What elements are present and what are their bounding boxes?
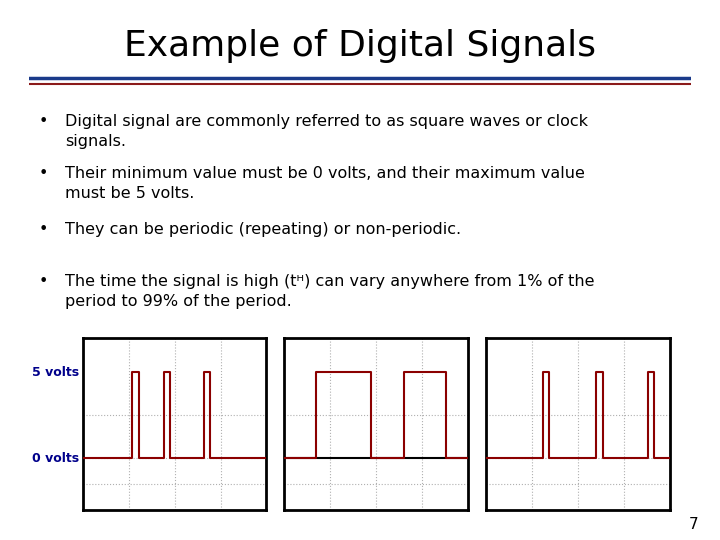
Text: Their minimum value must be 0 volts, and their maximum value
must be 5 volts.: Their minimum value must be 0 volts, and… [66, 166, 585, 200]
Text: 0 volts: 0 volts [32, 452, 79, 465]
Text: Digital signal are commonly referred to as square waves or clock
signals.: Digital signal are commonly referred to … [66, 114, 588, 148]
Text: •: • [39, 114, 48, 130]
Text: •: • [39, 166, 48, 181]
Text: Example of Digital Signals: Example of Digital Signals [124, 29, 596, 63]
Text: The time the signal is high (tᴴ) can vary anywhere from 1% of the
period to 99% : The time the signal is high (tᴴ) can var… [66, 274, 595, 308]
Text: •: • [39, 274, 48, 289]
Text: •: • [39, 222, 48, 238]
Text: They can be periodic (repeating) or non-periodic.: They can be periodic (repeating) or non-… [66, 222, 462, 238]
Text: 5 volts: 5 volts [32, 366, 79, 379]
Text: 7: 7 [689, 517, 698, 532]
